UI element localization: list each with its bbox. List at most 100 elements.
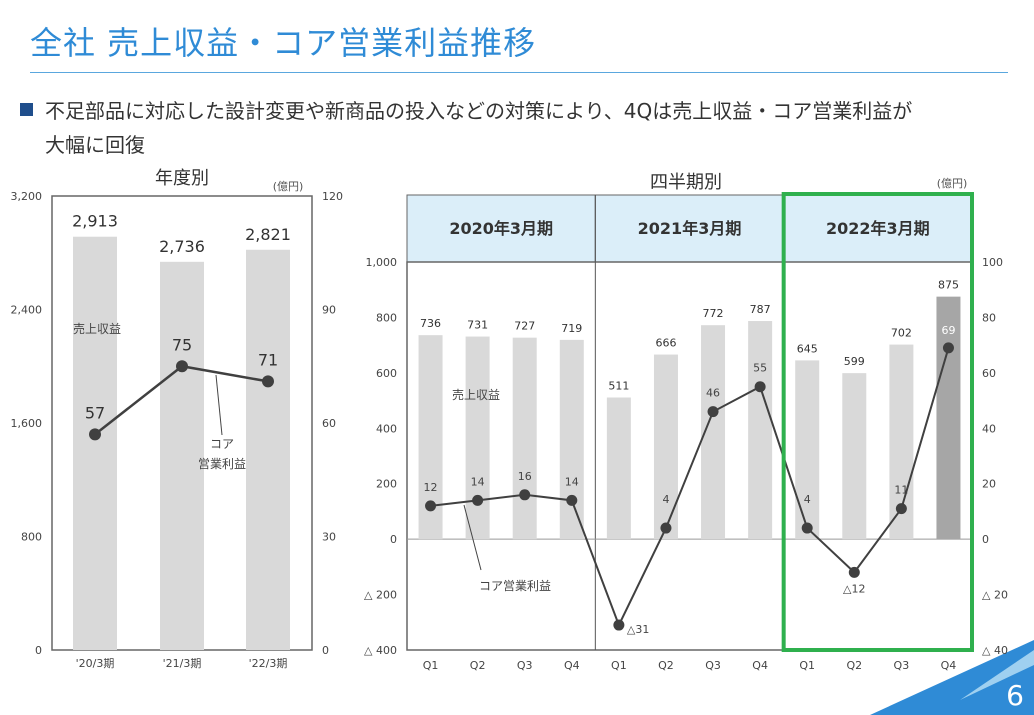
quarterly-left-tick: 600 — [376, 367, 397, 380]
quarterly-profit-point — [942, 342, 954, 354]
annual-left-tick: 800 — [21, 531, 42, 544]
quarterly-revenue-bar — [606, 397, 631, 540]
quarterly-revenue-label: 511 — [608, 380, 629, 393]
quarterly-revenue-label: 736 — [420, 317, 441, 330]
annual-x-tick: '21/3期 — [163, 657, 202, 670]
quarterly-x-tick: Q2 — [470, 659, 486, 672]
quarterly-x-tick: Q3 — [894, 659, 910, 672]
quarterly-right-tick: △ 20 — [982, 589, 1008, 602]
quarterly-group-header — [783, 194, 973, 263]
quarterly-left-tick: △ 200 — [364, 589, 397, 602]
quarterly-profit-label: 4 — [662, 493, 669, 506]
annual-profit-leader-line — [215, 374, 223, 436]
annual-right-tick: 120 — [322, 190, 343, 203]
quarterly-left-tick: 200 — [376, 478, 397, 491]
quarterly-right-tick: 20 — [982, 478, 996, 491]
quarterly-profit-label: 14 — [565, 475, 579, 488]
quarterly-group-label: 2022年3月期 — [826, 219, 930, 238]
quarterly-profit-label: 55 — [753, 362, 767, 375]
quarterly-profit-point — [613, 619, 625, 631]
corner-decoration — [870, 640, 1034, 715]
quarterly-revenue-bar — [795, 360, 820, 540]
quarterly-profit-label: 11 — [894, 484, 908, 497]
annual-right-tick: 30 — [322, 531, 336, 544]
quarterly-x-tick: Q2 — [846, 659, 862, 672]
slide-title: 全社 売上収益・コア営業利益推移 — [30, 24, 537, 62]
annual-right-tick: 60 — [322, 417, 336, 430]
quarterly-unit-label: (億円) — [937, 177, 968, 190]
annual-x-tick: '20/3期 — [76, 657, 115, 670]
annual-right-tick: 90 — [322, 304, 336, 317]
annual-chart-title: 年度別 — [155, 168, 209, 189]
quarterly-revenue-label: 719 — [561, 322, 582, 335]
quarterly-group-header — [594, 194, 785, 263]
annual-profit-label: 57 — [85, 403, 105, 422]
quarterly-profit-point — [660, 522, 672, 534]
quarterly-revenue-label: 702 — [891, 327, 912, 340]
quarterly-revenue-bar — [465, 336, 490, 540]
annual-revenue-bar — [73, 236, 117, 650]
quarterly-right-tick: 40 — [982, 422, 996, 435]
quarterly-revenue-bar — [559, 339, 584, 540]
quarterly-profit-point — [848, 566, 860, 578]
quarterly-x-tick: Q3 — [517, 659, 533, 672]
quarterly-left-tick: 800 — [376, 311, 397, 324]
corner-decoration-light — [960, 650, 1034, 700]
quarterly-x-tick: Q3 — [705, 659, 721, 672]
quarterly-chart-title: 四半期別 — [650, 172, 722, 193]
quarterly-revenue-series-label: 売上収益 — [452, 387, 500, 402]
quarterly-x-tick: Q2 — [658, 659, 674, 672]
quarterly-left-tick: 1,000 — [366, 256, 398, 269]
quarterly-profit-line — [430, 347, 950, 628]
quarterly-profit-label: 4 — [804, 493, 811, 506]
annual-left-tick: 1,600 — [11, 417, 43, 430]
quarterly-profit-leader-line — [463, 504, 482, 571]
quarterly-revenue-bar — [936, 296, 961, 540]
quarterly-revenue-bar — [842, 373, 867, 540]
quarterly-left-tick: 0 — [390, 533, 397, 546]
quarterly-revenue-label: 875 — [938, 279, 959, 292]
annual-profit-label: 75 — [172, 335, 192, 354]
annual-revenue-series-label: 売上収益 — [73, 321, 121, 336]
quarterly-revenue-label: 787 — [750, 303, 771, 316]
annual-revenue-label: 2,913 — [72, 212, 118, 231]
quarterly-profit-label: 14 — [471, 475, 485, 488]
annual-revenue-label: 2,821 — [245, 225, 291, 244]
annual-right-tick: 0 — [322, 644, 329, 657]
quarterly-group-label: 2021年3月期 — [638, 219, 742, 238]
annual-profit-point — [262, 375, 274, 388]
annual-profit-series-label-2: 営業利益 — [198, 457, 246, 471]
page-number: 6 — [1006, 679, 1024, 712]
annual-revenue-bar — [246, 249, 290, 650]
quarterly-x-tick: Q4 — [752, 659, 768, 672]
quarterly-x-tick: Q4 — [941, 659, 957, 672]
bullet-line-1: 不足部品に対応した設計変更や新商品の投入などの対策により、4Qは売上収益・コア営… — [45, 99, 913, 123]
quarterly-profit-point — [754, 381, 766, 393]
annual-revenue-label: 2,736 — [159, 237, 205, 256]
quarterly-profit-point — [519, 489, 531, 501]
annual-left-tick: 2,400 — [11, 304, 43, 317]
annual-left-tick: 0 — [35, 644, 42, 657]
quarterly-x-tick: Q4 — [564, 659, 580, 672]
quarterly-profit-point — [895, 503, 907, 515]
annual-unit-label: (億円) — [273, 180, 304, 193]
quarterly-revenue-label: 731 — [467, 319, 488, 332]
quarterly-revenue-label: 599 — [844, 355, 865, 368]
annual-revenue-bar — [160, 261, 204, 650]
bullet-text: 不足部品に対応した設計変更や新商品の投入などの対策により、4Qは売上収益・コア営… — [20, 94, 990, 162]
quarterly-revenue-label: 666 — [655, 337, 676, 350]
quarterly-revenue-label: 772 — [703, 307, 724, 320]
quarterly-profit-series-label: コア営業利益 — [479, 579, 551, 593]
annual-profit-label: 71 — [258, 350, 278, 369]
quarterly-profit-label: △31 — [627, 623, 649, 636]
annual-profit-point — [89, 428, 101, 441]
annual-profit-series-label-1: コア — [210, 437, 234, 451]
quarterly-profit-point — [425, 500, 437, 512]
bullet-line-2: 大幅に回復 — [45, 133, 145, 157]
quarterly-profit-point — [472, 494, 484, 506]
quarterly-group-label: 2020年3月期 — [449, 219, 553, 238]
quarterly-profit-label: 12 — [424, 481, 438, 494]
quarterly-profit-label: 16 — [518, 470, 532, 483]
annual-left-tick: 3,200 — [11, 190, 43, 203]
